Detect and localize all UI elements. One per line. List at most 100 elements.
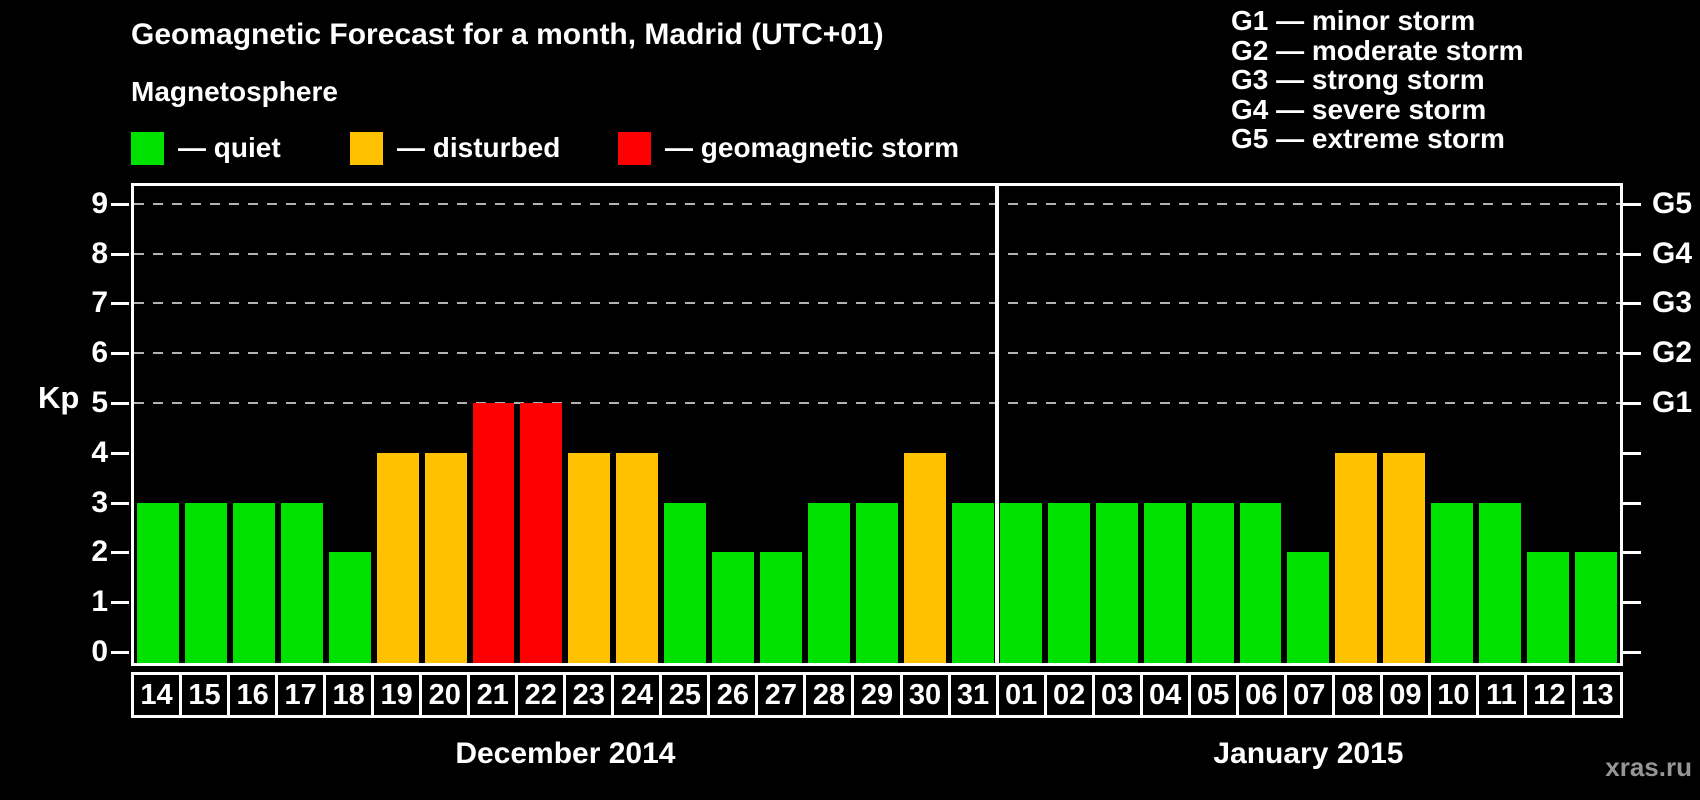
right-axis-label-g3: G3 <box>1652 286 1693 320</box>
magnetosphere-label: Magnetosphere <box>131 76 338 107</box>
month-label-january: January 2015 <box>1213 737 1404 770</box>
legend-swatch-disturbed-icon <box>350 131 383 165</box>
g-legend-line-5: G5 — extreme storm <box>1231 123 1505 154</box>
bar-day-02 <box>1047 502 1090 663</box>
bar-day-29 <box>856 502 898 663</box>
g-scale-legend: G1 — minor storm G2 — moderate storm G3 — … <box>1231 6 1524 154</box>
left-tick-kp7 <box>111 302 129 306</box>
g-legend-line-2: G2 — moderate storm <box>1231 34 1524 66</box>
date-label-07: 07 <box>1283 672 1335 718</box>
right-tick-kp0 <box>1623 651 1641 654</box>
gridline-kp7 <box>134 302 1620 305</box>
bar-day-12 <box>1527 552 1570 663</box>
date-label-21: 21 <box>467 672 519 718</box>
right-tick-kp6 <box>1623 352 1641 356</box>
date-label-05: 05 <box>1187 672 1239 718</box>
legend-label-quiet: — quiet <box>178 132 281 163</box>
legend-item-disturbed: — disturbed <box>350 130 560 166</box>
left-tick-kp0 <box>111 651 129 654</box>
bar-day-21 <box>472 403 515 663</box>
month-label-december: December 2014 <box>455 737 676 770</box>
bar-day-31 <box>951 502 994 663</box>
bar-day-03 <box>1095 502 1138 663</box>
bar-day-09 <box>1383 452 1426 663</box>
date-label-13: 13 <box>1571 672 1623 718</box>
right-axis-label-g2: G2 <box>1652 336 1693 370</box>
date-label-28: 28 <box>803 672 855 718</box>
bar-day-26 <box>712 552 755 663</box>
bar-day-19 <box>376 452 419 663</box>
plot-area <box>131 183 1623 666</box>
legend-label-disturbed: — disturbed <box>397 132 561 163</box>
bar-day-30 <box>903 452 946 663</box>
date-label-17: 17 <box>275 672 327 718</box>
left-tick-kp3 <box>111 501 129 505</box>
date-label-18: 18 <box>323 672 375 718</box>
date-label-02: 02 <box>1043 672 1095 718</box>
x-axis-date-labels: 14 15 16 17 18 19 20 21 22 23 24 25 26 27 28 29 30 31 01 02… <box>131 672 1623 718</box>
date-label-01: 01 <box>995 672 1047 718</box>
date-label-10: 10 <box>1427 672 1479 718</box>
bar-day-13 <box>1575 552 1617 663</box>
date-label-12: 12 <box>1523 672 1575 718</box>
bar-day-27 <box>760 552 803 663</box>
date-label-09: 09 <box>1379 672 1431 718</box>
left-axis-value-5: 5 <box>91 386 108 419</box>
watermark: xras.ru <box>1605 752 1692 782</box>
left-tick-kp5 <box>111 402 129 405</box>
left-axis-value-7: 7 <box>91 286 108 320</box>
gridline-kp8 <box>134 252 1620 255</box>
right-tick-kp2 <box>1623 551 1641 555</box>
bar-day-16 <box>232 502 275 663</box>
bar-day-15 <box>184 502 227 663</box>
left-tick-kp1 <box>111 601 129 605</box>
right-axis-label-g5: G5 <box>1652 186 1693 220</box>
date-label-26: 26 <box>707 672 759 718</box>
gridline-kp5 <box>134 402 1620 404</box>
legend-swatch-storm-icon <box>618 131 651 165</box>
left-tick-kp2 <box>111 551 129 555</box>
right-tick-kp7 <box>1623 302 1641 306</box>
date-label-30: 30 <box>899 672 951 718</box>
left-axis-value-2: 2 <box>91 535 108 569</box>
bar-day-25 <box>664 502 707 663</box>
right-tick-kp4 <box>1623 451 1641 455</box>
date-label-25: 25 <box>659 672 711 718</box>
left-axis-value-9: 9 <box>91 186 108 220</box>
date-label-27: 27 <box>755 672 807 718</box>
bar-day-01 <box>999 502 1042 663</box>
date-label-06: 06 <box>1235 672 1287 718</box>
bar-day-23 <box>568 452 611 663</box>
date-label-19: 19 <box>371 672 423 718</box>
bar-day-05 <box>1191 502 1234 663</box>
gridline-kp9 <box>134 202 1620 205</box>
right-tick-kp8 <box>1623 252 1641 256</box>
bar-day-20 <box>424 452 467 663</box>
date-label-15: 15 <box>179 672 231 718</box>
g-legend-line-3: G3 — strong storm <box>1231 64 1485 95</box>
left-tick-kp8 <box>111 252 129 256</box>
legend-item-quiet: — quiet <box>131 130 281 166</box>
g-legend-line-1: G1 — minor storm <box>1231 5 1476 36</box>
page-title: Geomagnetic Forecast for a month, Madrid… <box>131 18 884 51</box>
bar-day-17 <box>280 502 323 663</box>
date-label-08: 08 <box>1331 672 1383 718</box>
left-axis-value-1: 1 <box>91 585 108 619</box>
date-label-29: 29 <box>851 672 903 718</box>
left-axis-value-4: 4 <box>91 435 108 469</box>
right-axis-label-g4: G4 <box>1652 236 1693 270</box>
bar-day-28 <box>808 502 851 663</box>
date-label-23: 23 <box>563 672 615 718</box>
left-axis-value-6: 6 <box>91 336 108 370</box>
right-tick-kp9 <box>1623 202 1641 206</box>
bar-day-06 <box>1239 502 1282 663</box>
month-separator-line <box>994 186 999 663</box>
bar-day-11 <box>1479 502 1522 663</box>
date-label-16: 16 <box>227 672 279 718</box>
left-tick-kp9 <box>111 202 129 206</box>
g-legend-line-4: G4 — severe storm <box>1231 93 1487 125</box>
bar-day-04 <box>1143 502 1186 663</box>
legend-label-storm: — geomagnetic storm <box>665 132 960 163</box>
bar-day-10 <box>1431 502 1474 663</box>
